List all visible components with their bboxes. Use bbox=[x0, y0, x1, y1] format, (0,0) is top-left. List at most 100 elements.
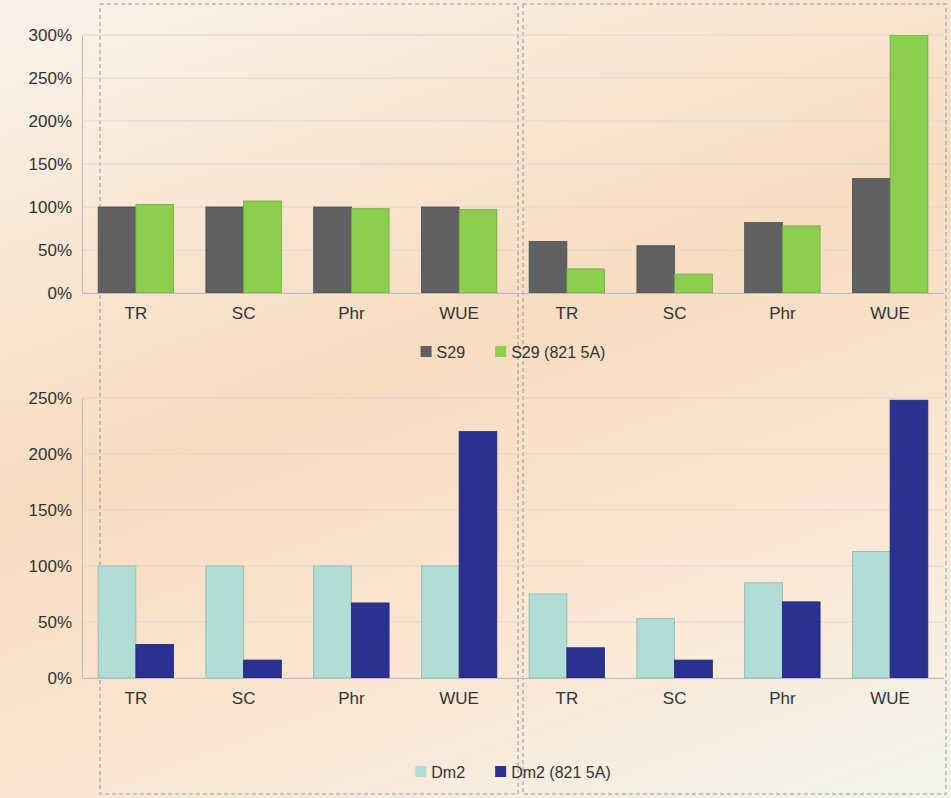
grid-line bbox=[82, 35, 944, 36]
bar bbox=[421, 207, 459, 293]
bar bbox=[459, 432, 497, 678]
bar bbox=[745, 583, 783, 678]
legend-swatch bbox=[421, 346, 432, 357]
tick-label: TR bbox=[556, 304, 579, 323]
tick-label: 150% bbox=[29, 501, 72, 520]
grid-line bbox=[82, 121, 944, 122]
legend-label: S29 bbox=[437, 344, 466, 361]
tick-label: TR bbox=[125, 689, 148, 708]
grid-line bbox=[82, 164, 944, 165]
bars bbox=[98, 35, 928, 293]
tick: TR bbox=[556, 293, 579, 323]
tick-label: Phr bbox=[338, 689, 365, 708]
tick-label: 100% bbox=[29, 198, 72, 217]
y-axis: 0%50%100%150%200%250%300% bbox=[29, 26, 83, 303]
bar bbox=[567, 269, 605, 293]
bar bbox=[136, 644, 174, 678]
bar bbox=[675, 274, 713, 293]
tick: WUE bbox=[439, 678, 479, 708]
tick: SC bbox=[663, 293, 687, 323]
tick: 50% bbox=[38, 613, 82, 632]
bar bbox=[314, 207, 352, 293]
grid-line bbox=[82, 398, 944, 399]
bar bbox=[745, 222, 783, 293]
tick-label: WUE bbox=[870, 304, 910, 323]
tick-label: WUE bbox=[439, 304, 479, 323]
tick-label: 200% bbox=[29, 445, 72, 464]
legend-label: Dm2 bbox=[431, 764, 465, 781]
bar bbox=[244, 660, 282, 678]
tick-label: 200% bbox=[29, 112, 72, 131]
tick: TR bbox=[125, 678, 148, 708]
tick-label: 0% bbox=[47, 669, 72, 688]
tick: 200% bbox=[29, 112, 82, 131]
bar bbox=[852, 551, 890, 678]
tick: SC bbox=[232, 293, 256, 323]
axis-line bbox=[83, 678, 945, 679]
bar bbox=[890, 400, 928, 678]
legend-label: Dm2 (821 5A) bbox=[511, 764, 611, 781]
grid-line bbox=[82, 78, 944, 79]
bar bbox=[675, 660, 713, 678]
tick-label: WUE bbox=[870, 689, 910, 708]
legend-item: Dm2 (821 5A) bbox=[495, 764, 611, 781]
bar bbox=[206, 207, 244, 293]
group-frame bbox=[523, 4, 946, 794]
bar bbox=[782, 226, 820, 293]
bar bbox=[529, 594, 567, 678]
axis-line bbox=[82, 36, 83, 294]
bars bbox=[98, 400, 928, 678]
legend-item: S29 bbox=[421, 344, 466, 361]
bar bbox=[852, 179, 890, 293]
legend-swatch bbox=[495, 766, 506, 777]
tick: 0% bbox=[47, 284, 82, 303]
tick-label: WUE bbox=[439, 689, 479, 708]
tick: 250% bbox=[29, 389, 82, 408]
bar bbox=[890, 35, 928, 293]
tick: 200% bbox=[29, 445, 82, 464]
bar bbox=[529, 241, 567, 293]
bar bbox=[421, 566, 459, 678]
tick-label: Phr bbox=[769, 689, 796, 708]
y-axis: 0% 50% 100% 150% 200% 250% bbox=[29, 389, 83, 688]
tick: TR bbox=[556, 678, 579, 708]
axis-line bbox=[82, 399, 83, 679]
tick: WUE bbox=[870, 678, 910, 708]
grid-line bbox=[82, 510, 944, 511]
tick-label: 50% bbox=[38, 241, 72, 260]
legend: S29 S29 (821 5A) bbox=[421, 344, 606, 361]
legend-swatch bbox=[415, 766, 426, 777]
tick-label: Phr bbox=[338, 304, 365, 323]
bar bbox=[206, 566, 244, 678]
tick-label: 250% bbox=[29, 389, 72, 408]
bar bbox=[244, 201, 282, 293]
tick: SC bbox=[232, 678, 256, 708]
bar bbox=[351, 603, 389, 678]
bar bbox=[98, 207, 136, 293]
tick-label: SC bbox=[232, 689, 256, 708]
tick: TR bbox=[125, 293, 148, 323]
legend-item: S29 (821 5A) bbox=[495, 344, 605, 361]
tick-label: 50% bbox=[38, 613, 72, 632]
bar bbox=[314, 566, 352, 678]
legend-swatch bbox=[495, 346, 506, 357]
tick-label: 100% bbox=[29, 557, 72, 576]
tick: 150% bbox=[29, 155, 82, 174]
panel: 0%50%100%150%200%250%TRSCPhrWUETRSCPhrWU… bbox=[29, 389, 945, 781]
bar bbox=[637, 619, 675, 678]
tick: WUE bbox=[870, 293, 910, 323]
tick: 100% bbox=[29, 557, 82, 576]
tick-label: 0% bbox=[47, 284, 72, 303]
tick: 0% bbox=[47, 669, 82, 688]
tick-label: 250% bbox=[29, 69, 72, 88]
tick-label: TR bbox=[556, 689, 579, 708]
bar bbox=[351, 209, 389, 293]
legend-label: S29 (821 5A) bbox=[511, 344, 605, 361]
bar bbox=[637, 246, 675, 293]
axis-line bbox=[83, 293, 945, 294]
tick-label: Phr bbox=[769, 304, 796, 323]
group-frame bbox=[100, 4, 518, 794]
tick: Phr bbox=[769, 293, 796, 323]
tick: Phr bbox=[769, 678, 796, 708]
bar bbox=[567, 648, 605, 678]
